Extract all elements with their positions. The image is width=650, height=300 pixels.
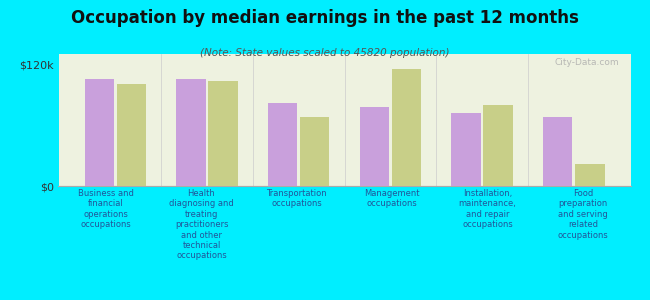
Bar [176, 80, 205, 186]
Bar [300, 117, 330, 186]
Text: Management
occupations: Management occupations [365, 189, 420, 208]
Text: Installation,
maintenance,
and repair
occupations: Installation, maintenance, and repair oc… [458, 189, 517, 229]
Bar [359, 107, 389, 186]
Bar [451, 113, 481, 186]
Text: Health
diagnosing and
treating
practitioners
and other
technical
occupations: Health diagnosing and treating practitio… [169, 189, 234, 260]
Bar [84, 80, 114, 186]
Text: Occupation by median earnings in the past 12 months: Occupation by median earnings in the pas… [71, 9, 579, 27]
Bar [268, 103, 297, 186]
Bar [575, 164, 604, 186]
Text: Food
preparation
and serving
related
occupations: Food preparation and serving related occ… [558, 189, 608, 240]
Bar [116, 85, 146, 186]
Bar [392, 69, 421, 186]
Text: (Note: State values scaled to 45820 population): (Note: State values scaled to 45820 popu… [200, 48, 450, 58]
Bar [484, 105, 513, 186]
Bar [208, 81, 238, 186]
Text: City-Data.com: City-Data.com [554, 58, 619, 67]
Text: Business and
financial
operations
occupations: Business and financial operations occupa… [78, 189, 134, 229]
Text: Transportation
occupations: Transportation occupations [266, 189, 327, 208]
Bar [543, 117, 573, 186]
